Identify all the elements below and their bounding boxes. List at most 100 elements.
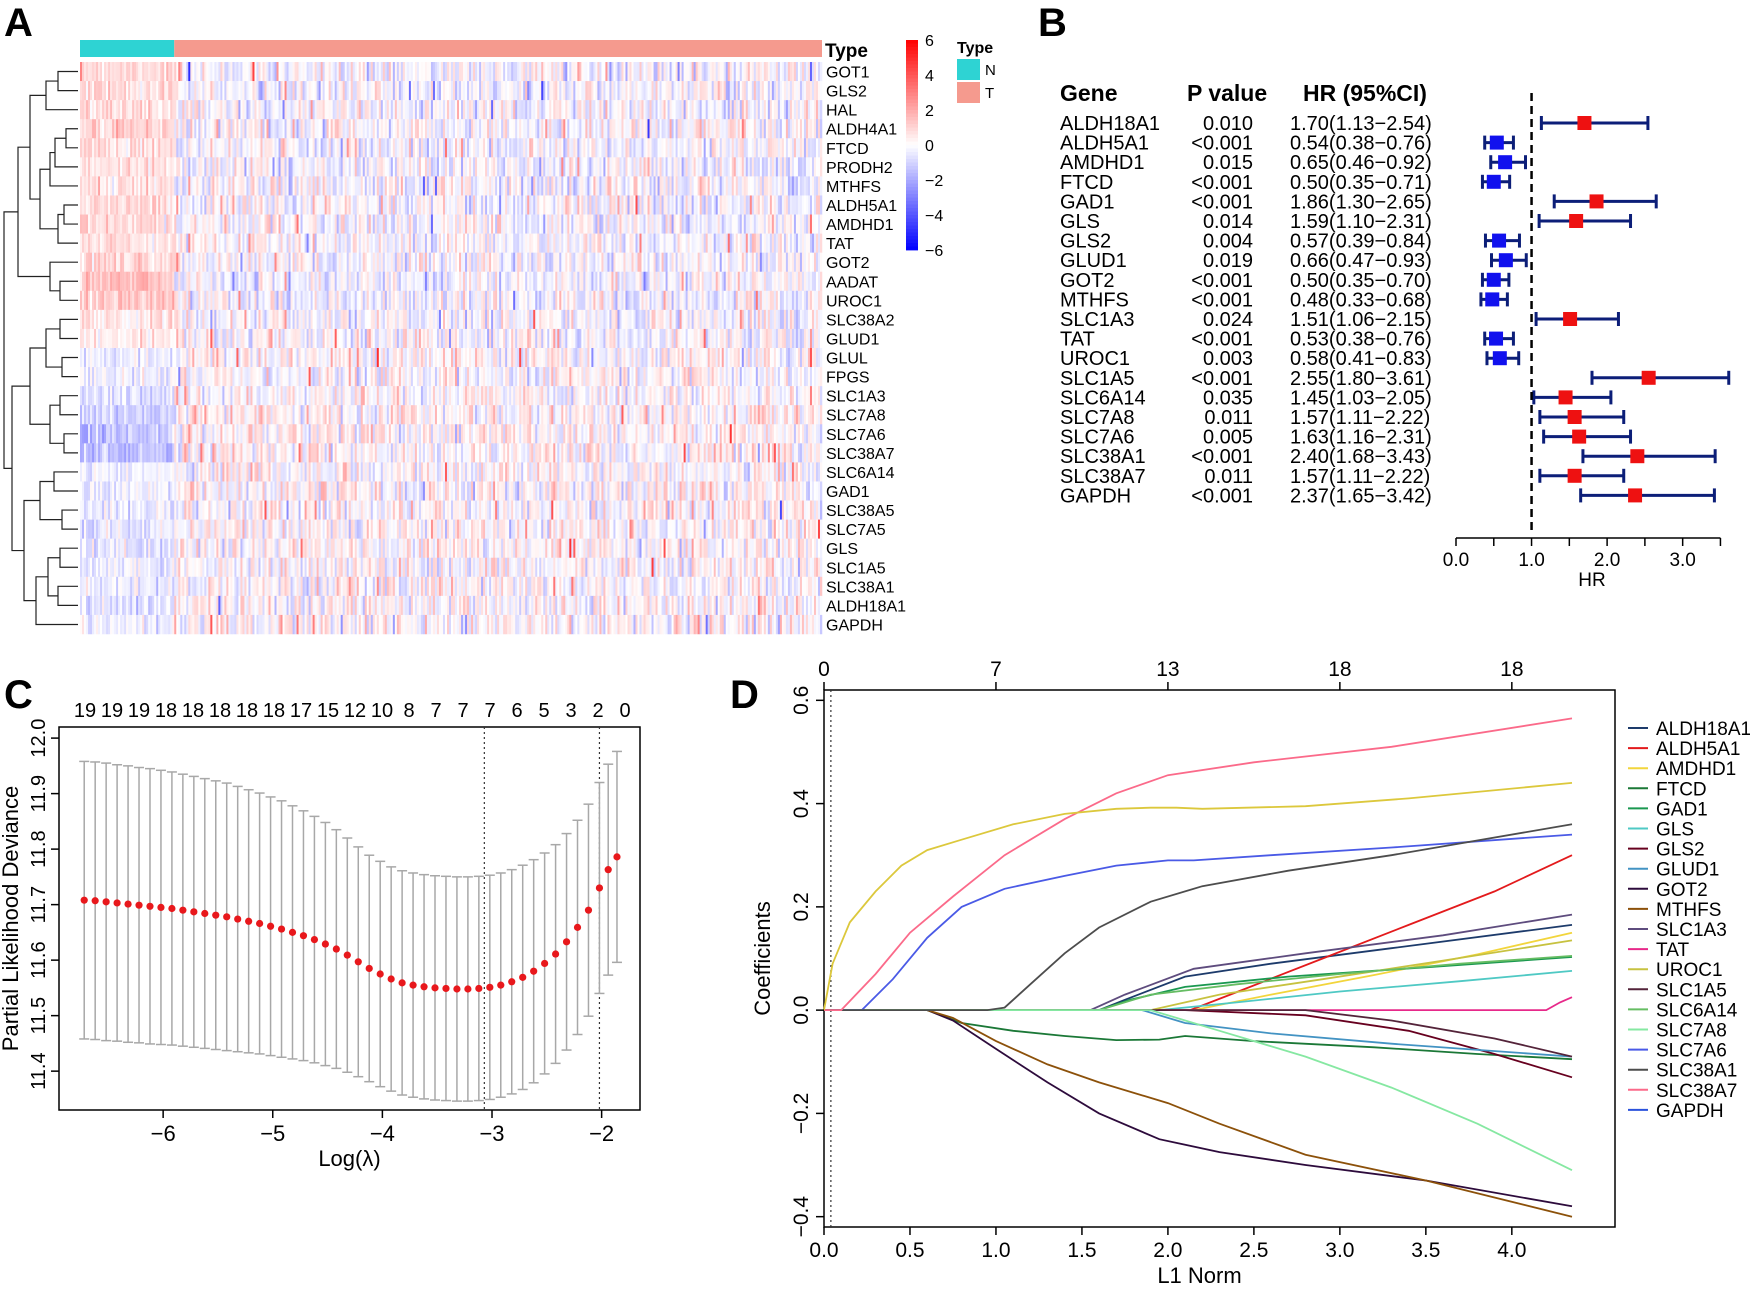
heatmap-cell: [617, 233, 620, 253]
heatmap-cell: [342, 214, 345, 234]
heatmap-cell: [747, 138, 751, 158]
heatmap-cell: [647, 81, 650, 101]
heatmap-cell: [509, 176, 512, 196]
heatmap-cell: [384, 233, 388, 253]
heatmap-cell: [589, 214, 592, 234]
heatmap-cell: [663, 195, 666, 215]
heatmap-cell: [585, 138, 588, 158]
heatmap-cell: [200, 309, 203, 330]
heatmap-cell: [282, 100, 285, 120]
heatmap-cell: [611, 157, 614, 177]
heatmap-cell: [376, 119, 380, 139]
heatmap-cell: [190, 252, 193, 272]
heatmap-cell: [471, 290, 474, 311]
heatmap-cell: [400, 100, 404, 120]
heatmap-cell: [256, 119, 259, 139]
heatmap-cell: [621, 81, 624, 101]
heatmap-cell: [148, 271, 151, 292]
heatmap-cell: [597, 290, 600, 311]
heatmap-cell: [715, 233, 718, 253]
heatmap-cell: [805, 252, 809, 272]
heatmap-cell: [537, 252, 540, 272]
heatmap-cell: [278, 271, 281, 292]
heatmap-cell: [469, 195, 472, 215]
heatmap-cell: [288, 81, 291, 101]
heatmap-cell: [292, 271, 295, 292]
heatmap-cell: [354, 195, 357, 215]
heatmap-cell: [218, 290, 221, 311]
heatmap-cell: [595, 195, 598, 215]
heatmap-cell: [222, 195, 225, 215]
heatmap-cell: [184, 271, 187, 292]
heatmap-cell: [206, 195, 209, 215]
heatmap-cell: [384, 81, 388, 101]
heatmap-cell: [92, 62, 95, 82]
heatmap-cell: [563, 81, 566, 101]
heatmap-cell: [747, 271, 751, 292]
heatmap-cell: [485, 195, 488, 215]
heatmap-cell: [352, 195, 355, 215]
heatmap-cell: [140, 119, 143, 139]
heatmap-cell: [555, 176, 558, 196]
heatmap-cell: [280, 214, 283, 234]
heatmap-cell: [817, 195, 821, 215]
heatmap-cell: [212, 290, 215, 311]
heatmap-cell: [194, 271, 197, 292]
heatmap-cell: [571, 290, 574, 311]
heatmap-cell: [174, 233, 177, 253]
heatmap-cell: [276, 309, 279, 330]
heatmap-cell: [150, 252, 153, 272]
heatmap-cell: [352, 100, 355, 120]
heatmap-cell: [811, 157, 815, 177]
heatmap-cell: [727, 271, 731, 292]
heatmap-cell: [260, 157, 263, 177]
heatmap-cell: [549, 290, 552, 311]
heatmap-cell: [298, 252, 301, 272]
heatmap-cell: [655, 62, 658, 82]
heatmap-cell: [398, 157, 402, 177]
heatmap-cell: [551, 176, 554, 196]
heatmap-cell: [753, 252, 757, 272]
heatmap-cell: [803, 271, 807, 292]
heatmap-cell: [414, 195, 418, 215]
heatmap-cell: [326, 62, 329, 82]
heatmap-cell: [280, 195, 283, 215]
heatmap-cell: [499, 81, 502, 101]
heatmap-cell: [697, 81, 700, 101]
heatmap-cell: [623, 252, 626, 272]
heatmap-cell: [154, 290, 157, 311]
heatmap-cell: [713, 138, 716, 158]
heatmap-cell: [453, 81, 456, 101]
heatmap-cell: [424, 271, 428, 292]
heatmap-cell: [565, 138, 568, 158]
heatmap-cell: [665, 138, 668, 158]
heatmap-cell: [677, 100, 680, 120]
heatmap-cell: [190, 214, 193, 234]
heatmap-cell: [188, 252, 191, 272]
heatmap-cell: [374, 81, 378, 101]
heatmap-cell: [414, 138, 418, 158]
heatmap-cell: [442, 233, 446, 253]
heatmap-cell: [481, 195, 484, 215]
heatmap-cell: [224, 290, 227, 311]
heatmap-cell: [509, 214, 512, 234]
heatmap-cell: [707, 138, 710, 158]
heatmap-cell: [408, 252, 412, 272]
heatmap-cell: [158, 271, 161, 292]
heatmap-cell: [761, 290, 765, 311]
heatmap-cell: [310, 81, 313, 101]
heatmap-cell: [515, 157, 518, 177]
heatmap-cell: [665, 62, 668, 82]
heatmap-cell: [328, 138, 331, 158]
heatmap-cell: [487, 252, 490, 272]
heatmap-cell: [517, 157, 520, 177]
heatmap-cell: [633, 233, 636, 253]
heatmap-cell: [795, 119, 799, 139]
heatmap-cell: [597, 214, 600, 234]
heatmap-cell: [322, 62, 325, 82]
heatmap-cell: [178, 290, 181, 311]
heatmap-cell: [158, 100, 161, 120]
heatmap-cell: [332, 157, 335, 177]
heatmap-cell: [637, 176, 640, 196]
heatmap-cell: [162, 138, 165, 158]
